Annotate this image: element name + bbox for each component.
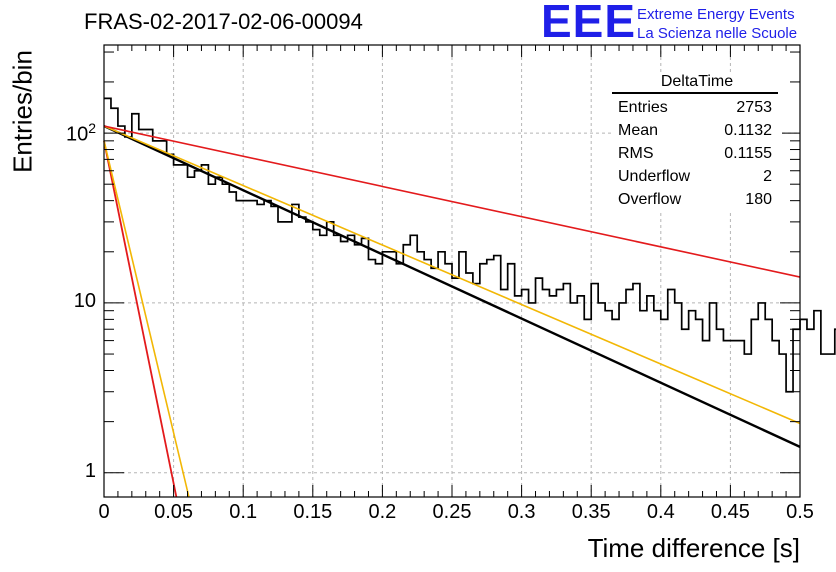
- stats-box: DeltaTime Entries 2753 Mean 0.1132 RMS 0.1155…: [612, 72, 782, 211]
- x-tick-label: 0.35: [571, 501, 611, 523]
- x-tick-label: 0.1: [229, 501, 258, 523]
- x-tick-label: 0.2: [368, 501, 397, 523]
- x-tick-label: 0: [98, 501, 110, 523]
- fit-line: [103, 124, 801, 448]
- grid-lines: [104, 45, 800, 497]
- x-tick-label: 0.05: [154, 501, 194, 523]
- fit-lines: [103, 124, 801, 498]
- stats-value: 2753: [736, 99, 772, 116]
- stats-label: Mean: [618, 122, 659, 139]
- fit-line: [103, 125, 801, 278]
- y-tick-label: 1: [84, 459, 96, 482]
- y-tick-label: 102: [65, 120, 96, 146]
- y-tick-exponent: 2: [88, 120, 96, 137]
- run-title: FRAS-02-2017-02-06-00094: [84, 9, 363, 34]
- stats-title: DeltaTime: [660, 73, 734, 90]
- x-axis-label: Time difference [s]: [587, 533, 800, 563]
- stats-label: Underflow: [618, 168, 691, 185]
- stats-value: 2: [763, 168, 772, 185]
- logo-line-2: La Scienza nelle Scuole: [637, 25, 798, 42]
- axis-ticks: [103, 45, 801, 497]
- stats-row: RMS 0.1155: [612, 142, 782, 165]
- stats-label: RMS: [618, 145, 654, 162]
- plot-frame: [103, 44, 801, 498]
- fit-line: [103, 125, 801, 425]
- stats-rows: Entries 2753 Mean 0.1132 RMS 0.1155 Underflow 2…: [612, 96, 782, 211]
- stats-value: 180: [745, 191, 772, 208]
- fit-line: [103, 140, 178, 498]
- stats-divider: [612, 92, 778, 94]
- y-tick-label: 10: [73, 289, 96, 312]
- x-tick-label: 0.15: [293, 501, 333, 523]
- x-tick-label: 0.4: [646, 501, 675, 523]
- stats-row: Underflow 2: [612, 165, 782, 188]
- x-tick-label: 0.25: [432, 501, 472, 523]
- fit-line: [103, 140, 190, 498]
- stats-row: Mean 0.1132: [612, 119, 782, 142]
- x-tick-label: 0.45: [710, 501, 750, 523]
- stats-value: 0.1155: [724, 145, 772, 162]
- eee-logo: EEE Extreme Energy Events La Scienza nel…: [541, 0, 831, 47]
- stats-row: Entries 2753: [612, 96, 782, 119]
- y-axis-label: Entries/bin: [7, 50, 38, 173]
- x-tick-label: 0.5: [786, 501, 814, 523]
- stats-label: Entries: [618, 99, 668, 116]
- stats-value: 0.1132: [724, 122, 772, 139]
- logo-mark: EEE: [541, 0, 637, 47]
- stats-label: Overflow: [618, 191, 682, 208]
- x-tick-label: 0.3: [507, 501, 536, 523]
- logo-line-1: Extreme Energy Events: [637, 6, 795, 23]
- stats-row: Overflow 180: [612, 188, 782, 211]
